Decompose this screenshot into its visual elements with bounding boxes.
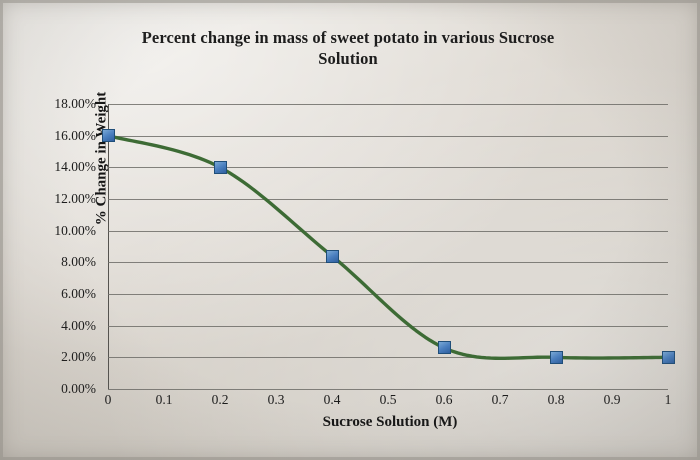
chart-title: Percent change in mass of sweet potato i… [48,27,648,69]
data-point-marker [101,129,115,143]
data-point-marker [661,350,675,364]
x-tick-label: 1 [664,392,672,407]
gridline [108,325,668,327]
y-tick-label: 12.00% [54,191,96,206]
y-axis-tick-labels: 0.00% 2.00% 4.00% 6.00% 8.00% 10.00% 12.00% 14.… [0,96,104,396]
gridline [108,294,668,295]
gridline [108,199,668,200]
x-tick-label: 0.3 [267,392,285,407]
y-tick-label: 2.00% [61,349,96,365]
x-tick-label: 0.4 [323,392,341,407]
x-tick-label: 0.7 [491,392,509,407]
gridline [108,104,668,105]
data-point-marker [325,249,339,263]
y-tick-label: 8.00% [61,254,96,270]
y-tick-label: 18.00% [54,96,96,111]
data-point-marker [213,160,227,174]
chart-title-line-1: Percent change in mass of sweet potato i… [141,28,555,47]
gridline [108,389,668,390]
data-point-marker [549,350,563,364]
gridline [108,167,668,169]
y-tick-label: 4.00% [61,317,96,333]
gridline [108,135,668,137]
y-tick-label: 10.00% [54,222,96,238]
x-tick-label: 0.8 [547,392,565,407]
y-tick-label: 16.00% [54,127,96,143]
x-tick-label: 0 [104,392,112,407]
x-axis-tick-labels: 0 0.1 0.2 0.3 0.4 0.5 0.6 0.7 0.8 0.9 1 [104,392,672,412]
x-tick-label: 0.6 [435,392,453,407]
y-tick-label: 0.00% [61,381,96,396]
x-tick-label: 0.5 [379,392,397,407]
series-line [106,133,670,361]
data-point-marker [437,341,451,355]
x-axis-title: Sucrose Solution (M) [322,414,458,430]
y-axis-line [108,104,109,389]
x-tick-label: 0.9 [603,392,621,407]
gridline [108,262,668,264]
gridline [108,357,668,359]
x-tick-label: 0.2 [211,392,229,407]
gridline [108,230,668,232]
y-tick-label: 14.00% [54,159,96,175]
x-tick-label: 0.1 [155,392,173,407]
chart-title-line-2: Solution [318,49,378,69]
plot-area [101,104,675,390]
y-tick-label: 6.00% [61,286,96,301]
